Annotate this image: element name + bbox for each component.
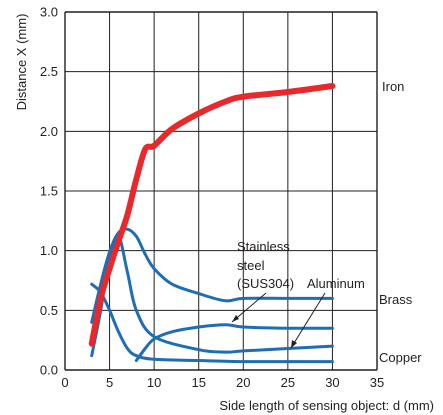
x-tick-label-0: 0 xyxy=(61,375,68,390)
series-line-copper xyxy=(90,282,334,364)
x-tick-label-30: 30 xyxy=(325,375,339,390)
y-tick-label-2.5: 2.5 xyxy=(40,64,58,79)
grid xyxy=(64,11,378,371)
y-tick-label-0.5: 0.5 xyxy=(40,303,58,318)
label-stainless-3: (SUS304) xyxy=(237,276,294,291)
y-axis-label: Distance X (mm) xyxy=(14,14,29,111)
label-stainless-1: Stainless xyxy=(237,239,290,254)
y-tick-label-1.5: 1.5 xyxy=(40,184,58,199)
arrowhead-aluminum xyxy=(291,340,297,348)
y-tick-label-0.0: 0.0 xyxy=(40,363,58,378)
label-copper: Copper xyxy=(379,350,422,365)
x-tick-label-20: 20 xyxy=(236,375,250,390)
arrowhead-stainless xyxy=(232,315,239,322)
y-tick-label-1.0: 1.0 xyxy=(40,243,58,258)
x-tick-label-15: 15 xyxy=(191,375,205,390)
y-tick-label-3.0: 3.0 xyxy=(40,5,58,20)
series-line-stainless-steel-sus304 xyxy=(134,323,334,362)
label-aluminum: Aluminum xyxy=(307,276,365,291)
series-layer xyxy=(88,83,336,364)
x-tick-label-10: 10 xyxy=(147,375,161,390)
x-tick-label-35: 35 xyxy=(370,375,384,390)
label-stainless-2: steel xyxy=(237,258,265,273)
series-line-iron xyxy=(88,83,336,347)
y-tick-label-2.0: 2.0 xyxy=(40,124,58,139)
leader-aluminum xyxy=(290,292,326,349)
series-line-aluminum xyxy=(90,234,334,358)
x-axis-label: Side length of sensing object: d (mm) xyxy=(219,398,434,413)
ticks: 0 5 10 15 20 25 30 35 0.0 0.5 1.0 1.5 2.0 2.5 3.0 xyxy=(40,5,384,391)
x-tick-label-25: 25 xyxy=(281,375,295,390)
label-brass: Brass xyxy=(379,292,413,307)
x-tick-label-5: 5 xyxy=(106,375,113,390)
leader-stainless xyxy=(231,292,267,323)
label-iron: Iron xyxy=(382,79,404,94)
